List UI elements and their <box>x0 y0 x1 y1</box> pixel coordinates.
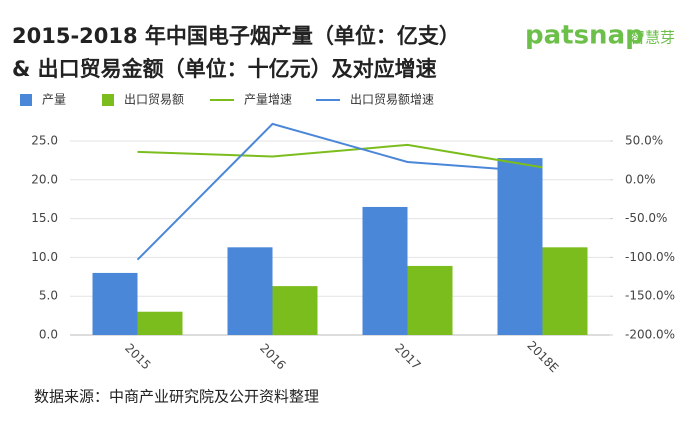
bar <box>227 247 273 335</box>
line <box>136 122 543 261</box>
bar <box>272 286 318 335</box>
bar <box>362 206 408 335</box>
legend-label: 出口贸易额 <box>124 93 184 107</box>
legend-label: 产量增速 <box>244 93 292 107</box>
y2-tick-label: -200.0% <box>625 328 675 342</box>
bar <box>542 247 588 335</box>
y2-tick-label: 50.0% <box>625 134 663 148</box>
x-tick-label: 2017 <box>392 341 423 372</box>
bar <box>407 265 453 335</box>
y-tick-label: 0.0 <box>39 328 58 342</box>
y-tick-label: 5.0 <box>39 289 58 303</box>
legend-swatch <box>102 94 114 106</box>
logo: patsnap <box>525 21 644 51</box>
y2-tick-label: 0.0% <box>625 172 656 186</box>
x-tick-label: 2018E <box>524 338 561 375</box>
legend-label: 产量 <box>42 93 66 107</box>
x-tick-label: 2015 <box>122 341 153 372</box>
y2-tick-label: -50.0% <box>625 211 667 225</box>
y-tick-label: 15.0 <box>31 211 58 225</box>
x-tick-label: 2016 <box>257 341 288 372</box>
chart-title: & 出口贸易金额（单位：十亿元）及对应增速 <box>12 57 437 81</box>
y2-tick-label: -100.0% <box>625 250 675 264</box>
y2-tick-label: -150.0% <box>625 289 675 303</box>
legend-swatch <box>20 94 32 106</box>
logo-sub: 智慧芽 <box>630 29 675 47</box>
source: 数据来源：中商产业研究院及公开资料整理 <box>34 388 319 406</box>
bar <box>92 272 138 335</box>
line <box>137 143 543 169</box>
legend-label: 出口贸易额增速 <box>350 93 434 107</box>
y-tick-label: 20.0 <box>31 172 58 186</box>
bar <box>137 311 183 335</box>
chart-title: 2015-2018 年中国电子烟产量（单位：亿支） <box>12 24 460 48</box>
y-tick-label: 25.0 <box>31 134 58 148</box>
bar <box>497 158 543 335</box>
y-tick-label: 10.0 <box>31 250 58 264</box>
